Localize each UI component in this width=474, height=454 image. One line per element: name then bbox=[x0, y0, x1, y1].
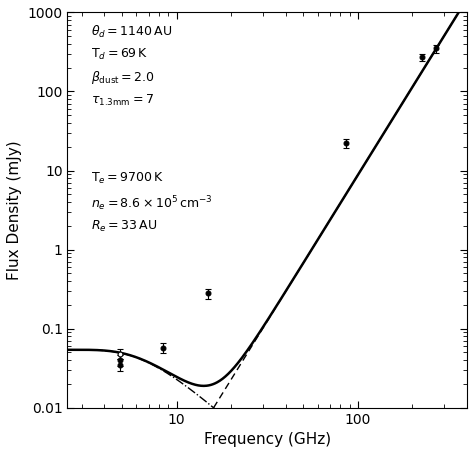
X-axis label: Frequency (GHz): Frequency (GHz) bbox=[204, 432, 331, 447]
Text: $\mathrm{T}_e = 9700\,\mathrm{K}$
$n_e = 8.6 \times 10^5\,\mathrm{cm}^{-3}$
$R_e: $\mathrm{T}_e = 9700\,\mathrm{K}$ $n_e =… bbox=[91, 171, 213, 234]
Y-axis label: Flux Density (mJy): Flux Density (mJy) bbox=[7, 140, 22, 280]
Text: $\theta_d = 1140\,\mathrm{AU}$
$\mathrm{T}_d = 69\,\mathrm{K}$
$\beta_\mathrm{du: $\theta_d = 1140\,\mathrm{AU}$ $\mathrm{… bbox=[91, 25, 173, 108]
